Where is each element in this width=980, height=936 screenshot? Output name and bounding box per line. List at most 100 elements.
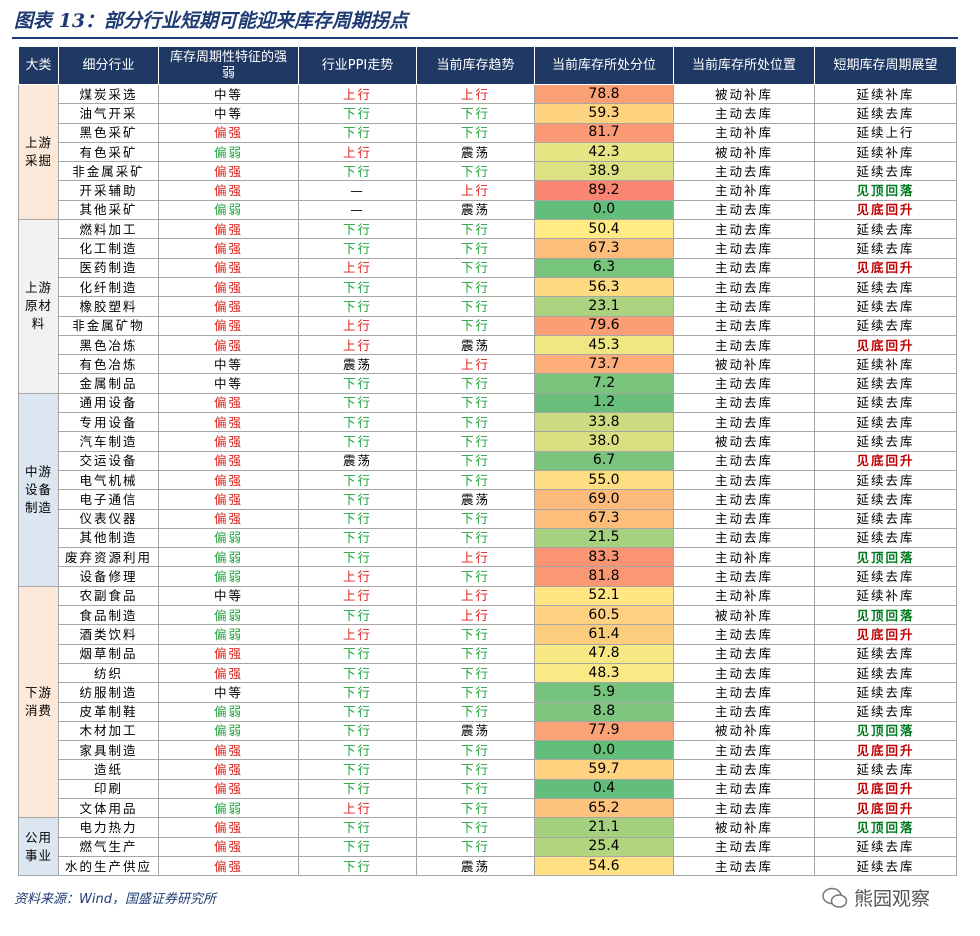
inventory-trend: 下行 <box>416 450 535 471</box>
strength: 中等 <box>158 682 299 703</box>
table-row: 仪表仪器 偏强 下行 下行 67.3 主动去库 延续去库 <box>19 508 957 529</box>
industry: 燃料加工 <box>58 219 159 240</box>
ppi-trend: 下行 <box>298 489 417 510</box>
industry: 木材加工 <box>58 720 159 742</box>
position: 被动补库 <box>673 605 815 626</box>
outlook: 延续去库 <box>814 701 957 722</box>
industry: 文体用品 <box>58 797 159 819</box>
table-row: 化纤制造 偏强 下行 下行 56.3 主动去库 延续去库 <box>19 276 957 298</box>
position: 主动去库 <box>673 315 815 336</box>
ppi-trend: 下行 <box>298 740 417 761</box>
table-row: 上游采掘 煤炭采选 中等 上行 上行 78.8 被动补库 延续补库 <box>18 83 957 221</box>
strength: 偏强 <box>158 759 299 780</box>
industry: 纺织 <box>58 662 159 684</box>
inventory-trend: 下行 <box>416 797 535 819</box>
title: 图表 13：部分行业短期可能迎来库存周期拐点 <box>14 10 409 32</box>
table-row: 橡胶塑料 偏强 下行 下行 23.1 主动去库 延续去库 <box>19 296 957 317</box>
table-row: 纺织 偏强 下行 下行 48.3 主动去库 延续去库 <box>19 662 957 684</box>
strength: 偏强 <box>158 855 299 877</box>
inventory-trend: 下行 <box>416 122 535 143</box>
industry: 有色采矿 <box>58 141 159 163</box>
industry: 仪表仪器 <box>58 508 159 529</box>
ppi-trend: 下行 <box>298 238 417 259</box>
industry: 纺服制造 <box>58 682 159 703</box>
title-rule <box>12 37 958 39</box>
table-row: 废弃资源利用 偏弱 下行 上行 83.3 主动补库 见顶回落 <box>19 547 957 568</box>
wechat-icon <box>822 887 848 908</box>
inventory-trend: 下行 <box>416 431 535 452</box>
position: 主动去库 <box>673 566 815 587</box>
inventory-trend: 震荡 <box>416 720 535 742</box>
inventory-trend: 下行 <box>416 276 535 298</box>
ppi-trend: 下行 <box>298 527 417 549</box>
position: 主动补库 <box>673 585 815 607</box>
strength: 偏强 <box>158 180 299 201</box>
outlook: 延续去库 <box>814 276 957 298</box>
ppi-trend: 下行 <box>298 720 417 742</box>
inventory-trend: 下行 <box>416 469 535 491</box>
position: 主动补库 <box>673 122 815 143</box>
group-cell: 下游消费 <box>18 585 59 819</box>
percentile: 7.2 <box>534 373 674 394</box>
position: 主动去库 <box>673 257 815 278</box>
industry: 通用设备 <box>58 392 159 414</box>
percentile: 48.3 <box>534 662 674 684</box>
ppi-trend: 下行 <box>298 855 417 877</box>
ppi-trend: 上行 <box>298 141 417 163</box>
position: 主动去库 <box>673 161 815 182</box>
position: 主动去库 <box>673 103 815 124</box>
outlook: 延续去库 <box>814 392 957 414</box>
column-header: 当前库存所处分位 <box>534 46 674 85</box>
percentile: 0.0 <box>534 740 674 761</box>
industry: 家具制造 <box>58 740 159 761</box>
inventory-trend: 下行 <box>416 643 535 664</box>
position: 主动去库 <box>673 797 815 819</box>
percentile: 59.3 <box>534 103 674 124</box>
table-row: 其他制造 偏弱 下行 下行 21.5 主动去库 延续去库 <box>19 527 957 549</box>
position: 被动补库 <box>673 817 815 838</box>
percentile: 8.8 <box>534 701 674 722</box>
outlook: 见底回升 <box>814 199 957 221</box>
group-cell: 上游采掘 <box>18 83 59 221</box>
strength: 偏强 <box>158 296 299 317</box>
percentile: 81.8 <box>534 566 674 587</box>
strength: 偏弱 <box>158 720 299 742</box>
percentile: 5.9 <box>534 682 674 703</box>
ppi-trend: 上行 <box>298 585 417 607</box>
table-row: 黑色冶炼 偏强 上行 震荡 45.3 主动去库 见底回升 <box>19 334 957 356</box>
outlook: 延续去库 <box>814 412 957 433</box>
position: 主动去库 <box>673 450 815 471</box>
outlook: 延续补库 <box>814 83 957 105</box>
ppi-trend: 下行 <box>298 373 417 394</box>
column-header: 当前库存所处位置 <box>673 46 815 85</box>
strength: 偏弱 <box>158 141 299 163</box>
ppi-trend: 上行 <box>298 83 417 105</box>
percentile: 0.0 <box>534 199 674 221</box>
percentile: 56.3 <box>534 276 674 298</box>
table-row: 油气开采 中等 下行 下行 59.3 主动去库 延续去库 <box>19 103 957 124</box>
percentile: 42.3 <box>534 141 674 163</box>
ppi-trend: 下行 <box>298 605 417 626</box>
percentile: 25.4 <box>534 836 674 857</box>
position: 主动去库 <box>673 662 815 684</box>
ppi-trend: 下行 <box>298 161 417 182</box>
industry: 其他制造 <box>58 527 159 549</box>
ppi-trend: 上行 <box>298 334 417 356</box>
percentile: 61.4 <box>534 624 674 645</box>
group-cell: 公用事业 <box>18 817 59 877</box>
table-row: 酒类饮料 偏弱 上行 下行 61.4 主动去库 见底回升 <box>19 624 957 645</box>
table-row: 造纸 偏强 下行 下行 59.7 主动去库 延续去库 <box>19 759 957 780</box>
percentile: 67.3 <box>534 238 674 259</box>
strength: 偏强 <box>158 122 299 143</box>
percentile: 23.1 <box>534 296 674 317</box>
position: 主动补库 <box>673 547 815 568</box>
strength: 偏强 <box>158 334 299 356</box>
position: 主动去库 <box>673 238 815 259</box>
outlook: 延续去库 <box>814 662 957 684</box>
table-row: 有色采矿 偏弱 上行 震荡 42.3 被动补库 延续补库 <box>19 141 957 163</box>
percentile: 21.5 <box>534 527 674 549</box>
percentile: 83.3 <box>534 547 674 568</box>
column-header: 库存周期性特征的强弱 <box>158 46 299 85</box>
strength: 偏强 <box>158 740 299 761</box>
outlook: 见底回升 <box>814 257 957 278</box>
